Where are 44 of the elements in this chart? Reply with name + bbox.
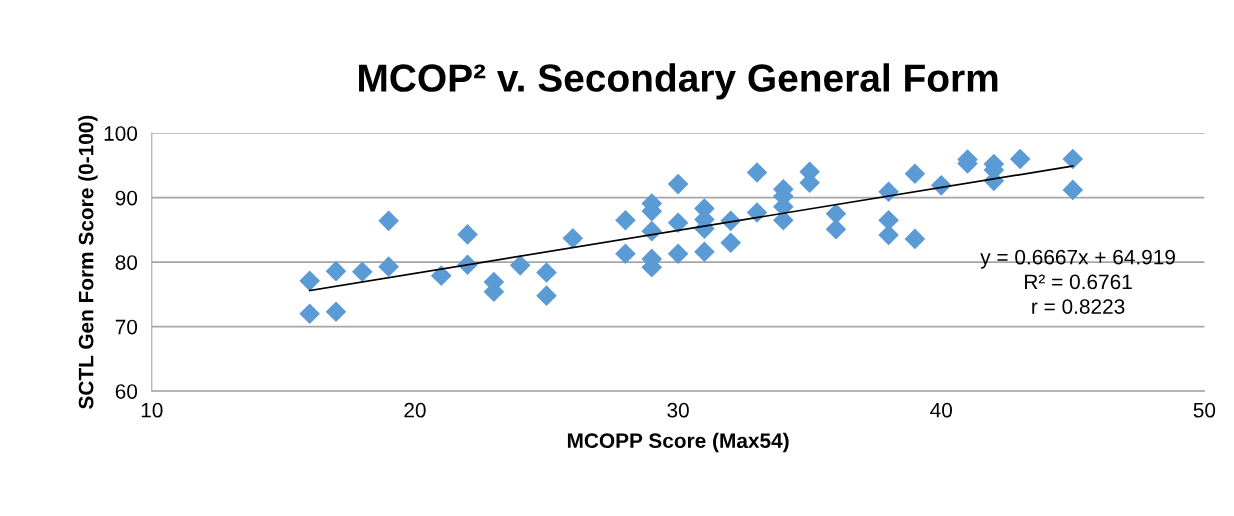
point bbox=[615, 209, 636, 231]
x-tick-label: 40 bbox=[930, 402, 953, 418]
point bbox=[615, 243, 636, 265]
point bbox=[825, 218, 847, 240]
point bbox=[430, 265, 452, 286]
point bbox=[1062, 179, 1084, 201]
y-tick-label: 60 bbox=[115, 384, 138, 399]
point bbox=[378, 210, 399, 232]
point bbox=[746, 162, 768, 183]
point bbox=[667, 243, 689, 265]
point bbox=[694, 241, 715, 263]
x-tick-label: 10 bbox=[141, 402, 163, 418]
point bbox=[667, 173, 689, 195]
y-tick-label: 90 bbox=[115, 190, 138, 206]
point bbox=[299, 303, 320, 325]
y-tick-label: 100 bbox=[104, 126, 138, 141]
point bbox=[1062, 148, 1084, 170]
point bbox=[299, 270, 320, 292]
point bbox=[904, 228, 926, 250]
point bbox=[536, 262, 557, 283]
point bbox=[878, 209, 899, 231]
x-tick-label: 30 bbox=[667, 402, 689, 418]
point bbox=[904, 163, 926, 185]
point bbox=[878, 181, 899, 203]
x-tick-label: 50 bbox=[1193, 402, 1216, 418]
x-axis-title: MCOPP Score (Max54) bbox=[567, 432, 789, 453]
point bbox=[720, 232, 742, 254]
point bbox=[325, 260, 347, 282]
point bbox=[536, 285, 557, 306]
point bbox=[509, 255, 531, 276]
x-tick-label: 20 bbox=[404, 402, 426, 418]
point bbox=[878, 224, 899, 246]
y-tick-label: 70 bbox=[115, 319, 138, 335]
point bbox=[667, 212, 689, 234]
annotation: y = 0.6667x + 64.919 R² = 0.6761 r = 0.8223 bbox=[980, 249, 1175, 314]
point bbox=[562, 227, 584, 249]
point bbox=[325, 301, 347, 323]
point bbox=[378, 256, 399, 277]
chart-title: MCOP² v. Secondary General Form bbox=[359, 63, 998, 100]
point bbox=[1009, 148, 1031, 170]
point bbox=[352, 261, 373, 283]
point bbox=[457, 224, 478, 245]
y-tick-label: 80 bbox=[115, 255, 138, 270]
y-axis-title: SCTL Gen Form Score (0-100) bbox=[78, 115, 98, 409]
